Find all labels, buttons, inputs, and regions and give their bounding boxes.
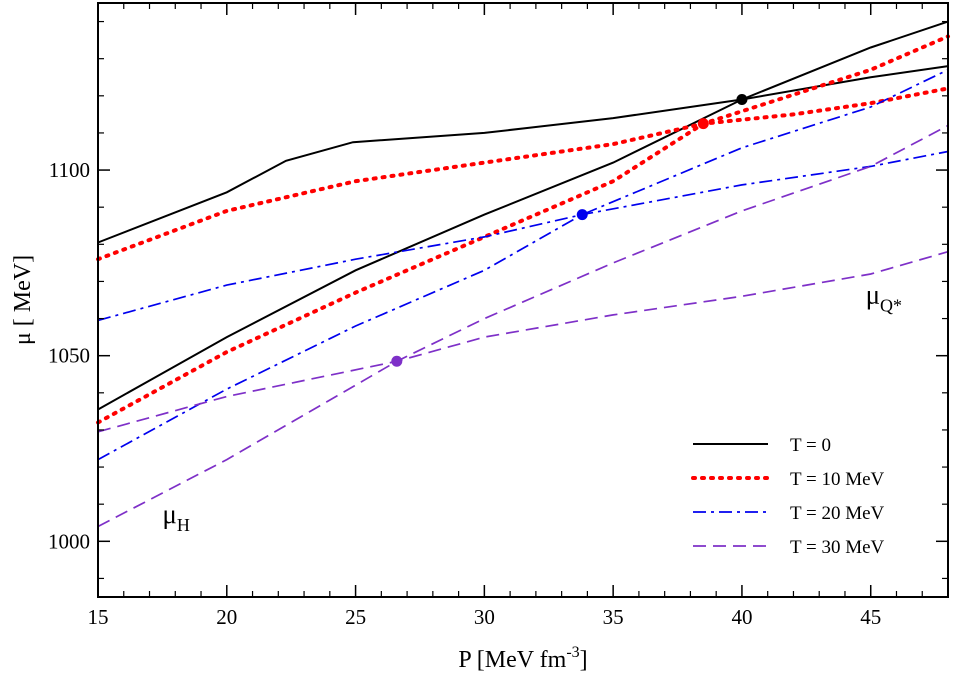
annotation-1: μH [162,499,189,535]
annotation-subscript: H [177,515,190,535]
y-axis-title: μ [ MeV] [10,255,36,345]
series-1-quark-line [97,65,949,244]
series-3-hadron-line [97,69,949,461]
series-1-crossing-point [736,94,748,106]
x-axis-title-main: P [MeV fm [458,647,566,673]
legend-label-4: T = 30 MeV [790,537,885,558]
y-tick-label: 1100 [49,158,90,182]
x-tick-label: 40 [731,605,752,629]
plot-frame [97,2,949,598]
legend-label-2: T = 10 MeV [790,469,885,490]
x-tick-label: 35 [603,605,624,629]
series-3-crossing-point [576,209,588,221]
x-axis-title: P [MeV fm-3] [458,644,587,673]
x-axis-title-sup: -3 [566,644,579,661]
annotation-subscript: Q* [880,296,902,316]
series-4-hadron-line [97,124,949,528]
series-2-hadron-line [96,34,950,425]
series-layer [96,20,950,528]
x-tick-label: 20 [216,605,237,629]
y-tick-label: 1050 [48,344,90,368]
x-tick-label: 30 [474,605,495,629]
series-2-crossing-point [697,118,709,130]
series-1-hadron-line [97,20,949,411]
series-4-quark-line [97,250,949,433]
x-tick-label: 45 [860,605,881,629]
series-3-quark-line [97,150,949,322]
annotation-symbol: μ [162,499,176,529]
x-axis-title-end: ] [580,647,588,673]
legend-label-3: T = 20 MeV [790,503,885,524]
annotation-symbol: μ [866,280,880,310]
series-2-quark-line [96,86,950,262]
series-4-crossing-point [391,355,403,367]
legend: T = 0 T = 10 MeV T = 20 MeV T = 30 MeV [691,435,885,558]
y-tick-label: 1000 [48,529,90,553]
legend-label-1: T = 0 [790,435,831,456]
x-tick-label: 15 [88,605,109,629]
annotation-2: μQ* [866,280,902,316]
x-tick-label: 25 [345,605,366,629]
tick-layer: 15 20 25 30 35 40 45 1000 1050 1100 [48,3,949,629]
